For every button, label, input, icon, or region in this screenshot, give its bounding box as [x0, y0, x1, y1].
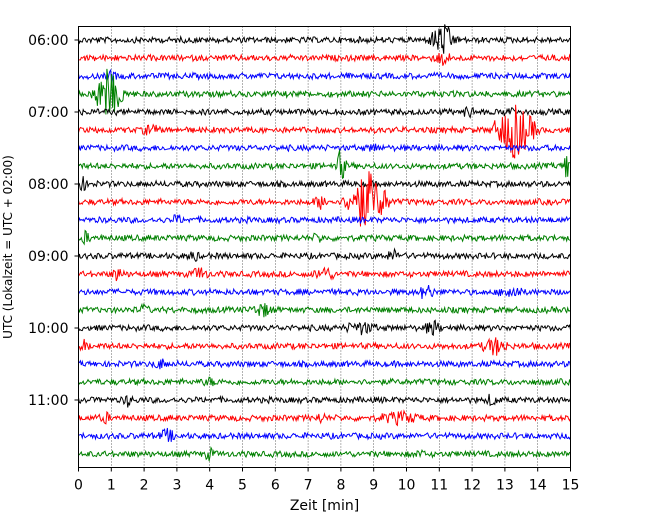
trace-line	[78, 176, 571, 192]
trace-line	[78, 104, 571, 159]
x-tick-label: 0	[74, 478, 83, 494]
trace-line	[78, 171, 571, 227]
x-tick-label: 14	[529, 478, 547, 494]
trace-line	[78, 229, 571, 246]
trace-line	[78, 358, 571, 370]
y-tick-label: 06:00	[28, 33, 68, 49]
y-tick-label: 07:00	[28, 105, 68, 121]
trace-line	[78, 105, 571, 119]
trace-line	[78, 68, 571, 84]
x-tick-label: 13	[496, 478, 514, 494]
x-tick-label: 15	[562, 478, 580, 494]
x-tick-label: 10	[398, 478, 416, 494]
y-tick-label: 11:00	[28, 393, 68, 409]
x-tick-label: 7	[304, 478, 313, 494]
trace-line	[78, 142, 571, 153]
x-axis-label: Zeit [min]	[290, 498, 359, 514]
plot-frame	[78, 26, 571, 468]
x-tick-label: 2	[140, 478, 149, 494]
x-tick-label: 5	[238, 478, 247, 494]
x-tick-label: 3	[172, 478, 181, 494]
trace-line	[78, 213, 571, 225]
x-tick-label: 6	[271, 478, 280, 494]
x-tick-label: 12	[463, 478, 481, 494]
y-axis-ticks: 06:00 07:00 08:00 09:00 10:00 11:00	[28, 33, 79, 409]
trace-line	[78, 284, 571, 300]
trace-line	[78, 247, 571, 263]
x-tick-label: 9	[369, 478, 378, 494]
y-tick-label: 10:00	[28, 321, 68, 337]
x-tick-label: 4	[205, 478, 214, 494]
trace-line	[78, 68, 571, 115]
trace-line	[78, 266, 571, 282]
y-tick-label: 08:00	[28, 177, 68, 193]
x-tick-label: 8	[336, 478, 345, 494]
trace-line	[78, 150, 571, 180]
trace-line	[78, 393, 571, 408]
trace-line	[78, 376, 571, 387]
x-tick-label: 1	[107, 478, 116, 494]
y-axis-label: UTC (Lokalzeit = UTC + 02:00)	[1, 155, 15, 339]
x-tick-label: 11	[430, 478, 448, 494]
trace-line	[78, 409, 571, 427]
trace-line	[78, 24, 571, 54]
trace-line	[78, 319, 571, 336]
y-tick-label: 09:00	[28, 249, 68, 265]
x-axis-ticks: 0 1 2 3 4 5 6 7 8 9 10 11 12 13 14 15	[74, 467, 580, 494]
trace-line	[78, 446, 571, 462]
seismogram-traces	[78, 24, 571, 462]
trace-line	[78, 302, 571, 318]
trace-line	[78, 53, 571, 66]
trace-line	[78, 337, 571, 356]
trace-line	[78, 427, 571, 442]
